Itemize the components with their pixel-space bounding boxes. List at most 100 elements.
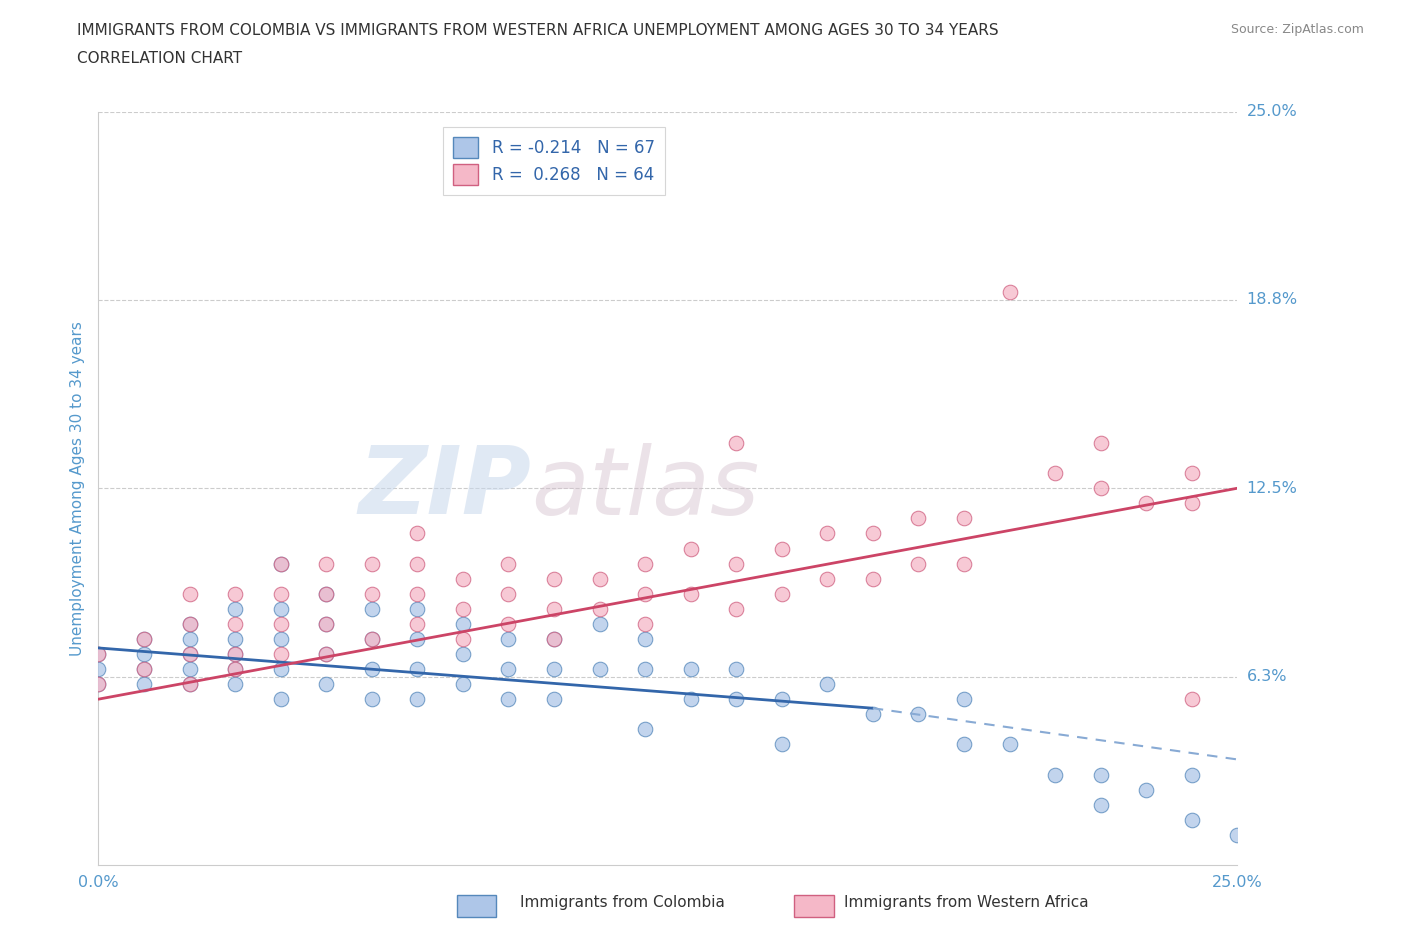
Text: atlas: atlas — [531, 443, 759, 534]
Point — [679, 692, 702, 707]
Text: 25.0%: 25.0% — [1246, 104, 1298, 119]
Point — [725, 661, 748, 676]
Point — [498, 586, 520, 601]
Point — [132, 631, 155, 646]
Point — [815, 571, 838, 586]
Point — [224, 646, 246, 661]
Point — [451, 602, 474, 617]
Point — [543, 661, 565, 676]
Point — [87, 661, 110, 676]
Point — [634, 722, 657, 737]
Point — [498, 692, 520, 707]
Point — [179, 617, 201, 631]
Point — [315, 617, 337, 631]
Point — [998, 737, 1021, 751]
Point — [179, 646, 201, 661]
Point — [1135, 782, 1157, 797]
Point — [634, 631, 657, 646]
Point — [634, 586, 657, 601]
Point — [634, 556, 657, 571]
Point — [360, 692, 382, 707]
Point — [224, 586, 246, 601]
Point — [224, 617, 246, 631]
Point — [224, 661, 246, 676]
Point — [498, 556, 520, 571]
Point — [1181, 496, 1204, 511]
Point — [679, 661, 702, 676]
Point — [862, 571, 884, 586]
Point — [1043, 767, 1066, 782]
Point — [907, 707, 929, 722]
Text: CORRELATION CHART: CORRELATION CHART — [77, 51, 242, 66]
Point — [179, 617, 201, 631]
Point — [179, 646, 201, 661]
Point — [270, 556, 292, 571]
Point — [953, 737, 976, 751]
Point — [451, 617, 474, 631]
Point — [360, 631, 382, 646]
Point — [543, 692, 565, 707]
Point — [87, 646, 110, 661]
Point — [1090, 797, 1112, 812]
Point — [360, 602, 382, 617]
Point — [224, 646, 246, 661]
Point — [953, 556, 976, 571]
Point — [1181, 466, 1204, 481]
Point — [588, 571, 610, 586]
Point — [498, 661, 520, 676]
Point — [1043, 466, 1066, 481]
Point — [132, 661, 155, 676]
Point — [270, 692, 292, 707]
Point — [1181, 767, 1204, 782]
Point — [770, 541, 793, 556]
Point — [270, 646, 292, 661]
Point — [862, 707, 884, 722]
Point — [1090, 767, 1112, 782]
Point — [179, 586, 201, 601]
Point — [132, 661, 155, 676]
Point — [770, 737, 793, 751]
Point — [451, 631, 474, 646]
Point — [224, 677, 246, 692]
Point — [498, 631, 520, 646]
Point — [224, 602, 246, 617]
Point — [406, 661, 429, 676]
Text: IMMIGRANTS FROM COLOMBIA VS IMMIGRANTS FROM WESTERN AFRICA UNEMPLOYMENT AMONG AG: IMMIGRANTS FROM COLOMBIA VS IMMIGRANTS F… — [77, 23, 998, 38]
Point — [815, 677, 838, 692]
Point — [406, 526, 429, 541]
Point — [270, 586, 292, 601]
Point — [87, 677, 110, 692]
Point — [360, 586, 382, 601]
Point — [770, 586, 793, 601]
Text: Immigrants from Colombia: Immigrants from Colombia — [520, 895, 725, 910]
Point — [451, 571, 474, 586]
Point — [862, 526, 884, 541]
Point — [1135, 496, 1157, 511]
Point — [315, 586, 337, 601]
Point — [588, 602, 610, 617]
Point — [451, 677, 474, 692]
Text: 12.5%: 12.5% — [1246, 481, 1298, 496]
Point — [406, 556, 429, 571]
Point — [87, 677, 110, 692]
Point — [725, 556, 748, 571]
Point — [270, 617, 292, 631]
Point — [770, 692, 793, 707]
Point — [588, 661, 610, 676]
Point — [315, 586, 337, 601]
Point — [406, 602, 429, 617]
Point — [543, 631, 565, 646]
Point — [725, 692, 748, 707]
Point — [224, 661, 246, 676]
Point — [270, 602, 292, 617]
Point — [406, 617, 429, 631]
Point — [953, 511, 976, 525]
Point — [725, 602, 748, 617]
Point — [907, 511, 929, 525]
Point — [132, 646, 155, 661]
Text: Immigrants from Western Africa: Immigrants from Western Africa — [844, 895, 1088, 910]
Point — [179, 677, 201, 692]
Point — [360, 556, 382, 571]
Point — [270, 556, 292, 571]
Point — [543, 631, 565, 646]
